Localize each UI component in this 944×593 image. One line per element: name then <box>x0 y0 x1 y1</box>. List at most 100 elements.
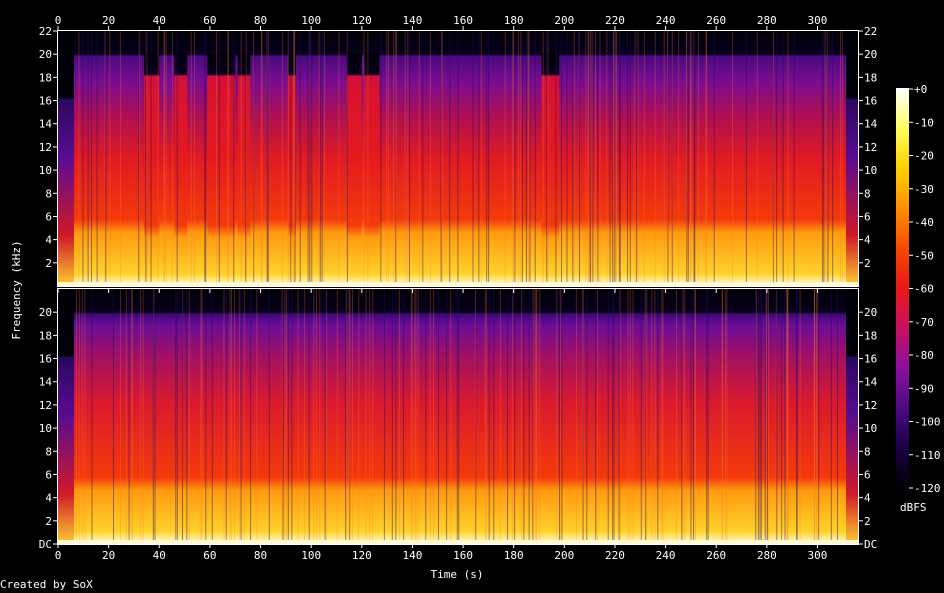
colorbar-tick-label: -120 <box>914 482 941 495</box>
x-tick-label: 140 <box>402 549 422 562</box>
x-tick-label: 280 <box>757 14 777 27</box>
x-tick-label: 80 <box>254 14 267 27</box>
y-tick-label: 14 <box>864 376 878 389</box>
colorbar-tick-label: +0 <box>914 83 927 96</box>
full-band-section <box>237 53 251 286</box>
y-tick-label: 4 <box>45 234 52 247</box>
colorbar-unit: dBFS <box>900 501 927 514</box>
y-tick-label: 12 <box>864 141 877 154</box>
y-tick-label: 16 <box>39 353 52 366</box>
y-tick-label: 6 <box>864 468 871 481</box>
full-band-section <box>541 53 560 286</box>
y-tick-label: 6 <box>864 210 871 223</box>
full-band-section <box>222 53 236 286</box>
x-tick-label: 0 <box>55 14 62 27</box>
colorbar-tick-label: -20 <box>914 150 934 163</box>
colorbar-tick-label: -30 <box>914 183 934 196</box>
y-tick-label: 20 <box>39 48 52 61</box>
x-tick-label: 40 <box>153 549 166 562</box>
x-tick-label: 240 <box>656 14 676 27</box>
x-tick-label: 200 <box>554 549 574 562</box>
x-tick-label: 20 <box>102 549 115 562</box>
full-band-section <box>207 53 223 286</box>
y-tick-label: 20 <box>864 48 877 61</box>
colorbar: +0 -10 -20 -30 -40 -50 -60 -70 -80 -90 -100 -110 -12… <box>896 83 941 514</box>
colorbar-tick-label: -60 <box>914 283 934 296</box>
y-tick-label: 2 <box>864 257 871 270</box>
y-tick-label: 14 <box>864 118 878 131</box>
x-tick-label: 280 <box>757 549 777 562</box>
y-tick-label: 14 <box>39 118 53 131</box>
y-tick-label: 10 <box>864 164 877 177</box>
x-tick-label: 100 <box>301 14 321 27</box>
x-tick-label: 140 <box>402 14 422 27</box>
full-band-section <box>288 53 296 286</box>
x-tick-label: 300 <box>808 14 828 27</box>
x-tick-label: 220 <box>605 14 625 27</box>
y-tick-label: 2 <box>45 257 52 270</box>
spectrogram-channel-1-field <box>58 31 858 286</box>
y-tick-label: 6 <box>45 210 52 223</box>
x-tick-label: 260 <box>706 14 726 27</box>
y-tick-label: 18 <box>864 71 877 84</box>
x-tick-label: 20 <box>102 14 115 27</box>
x-tick-label: 120 <box>352 14 372 27</box>
y-tick-label: 8 <box>45 445 52 458</box>
full-band-section <box>346 53 362 286</box>
x-tick-label: 120 <box>352 549 372 562</box>
y-tick-label: DC <box>864 538 877 551</box>
y-tick-label: 12 <box>39 141 52 154</box>
spectrogram-channel-2 <box>58 289 858 544</box>
track-end-fade <box>846 289 858 544</box>
y-tick-label: 16 <box>864 353 877 366</box>
y-tick-label: 14 <box>39 376 53 389</box>
x-tick-label: 180 <box>504 14 524 27</box>
y-tick-label: 20 <box>39 306 52 319</box>
x-tick-label: 60 <box>203 14 216 27</box>
x-tick-label: 40 <box>153 14 166 27</box>
x-axis: 0 0 20 20 40 40 60 60 80 80 100 100 120 120 140 140 160 1… <box>55 14 828 562</box>
y-tick-label: 4 <box>864 234 871 247</box>
x-axis-label: Time (s) <box>431 568 484 581</box>
y-tick-label: 16 <box>864 95 877 108</box>
x-tick-label: 160 <box>453 14 473 27</box>
colorbar-tick-label: -90 <box>914 382 934 395</box>
plot-frame-upper <box>57 30 859 287</box>
y-tick-label: 6 <box>45 468 52 481</box>
x-tick-label: 160 <box>453 549 473 562</box>
colorbar-tick-label: -100 <box>914 416 941 429</box>
y-tick-label: 12 <box>39 399 52 412</box>
credit-text: Created by SoX <box>0 578 93 591</box>
plot-frame-lower <box>57 288 859 545</box>
track-end-fade <box>846 31 858 286</box>
x-tick-label: 80 <box>254 549 267 562</box>
y-tick-label: 18 <box>39 329 52 342</box>
dc-band <box>58 282 858 286</box>
track-start-fade <box>58 31 74 286</box>
y-tick-label: 8 <box>864 445 871 458</box>
y-tick-label: 22 <box>39 25 52 38</box>
y-tick-label: 12 <box>864 399 877 412</box>
y-tick-label: 18 <box>864 329 877 342</box>
x-tick-label: 220 <box>605 549 625 562</box>
y-tick-label: 4 <box>864 492 871 505</box>
y-tick-label: DC <box>39 538 52 551</box>
full-band-section <box>364 53 380 286</box>
colorbar-tick-label: -40 <box>914 216 934 229</box>
x-tick-label: 240 <box>656 549 676 562</box>
x-tick-label: 180 <box>504 549 524 562</box>
x-tick-label: 60 <box>203 549 216 562</box>
colorbar-tick-label: -80 <box>914 349 934 362</box>
colorbar-tick-label: -10 <box>914 116 934 129</box>
x-tick-label: 0 <box>55 549 62 562</box>
y-tick-label: 22 <box>864 25 877 38</box>
colorbar-tick-label: -110 <box>914 449 941 462</box>
y-tick-label: 4 <box>45 492 52 505</box>
x-tick-label: 260 <box>706 549 726 562</box>
y-tick-label: 10 <box>864 422 877 435</box>
y-tick-label: 8 <box>864 187 871 200</box>
full-band-section <box>174 53 188 286</box>
x-tick-label: 300 <box>808 549 828 562</box>
colorbar-tick-label: -50 <box>914 249 934 262</box>
y-tick-label: 2 <box>864 515 871 528</box>
